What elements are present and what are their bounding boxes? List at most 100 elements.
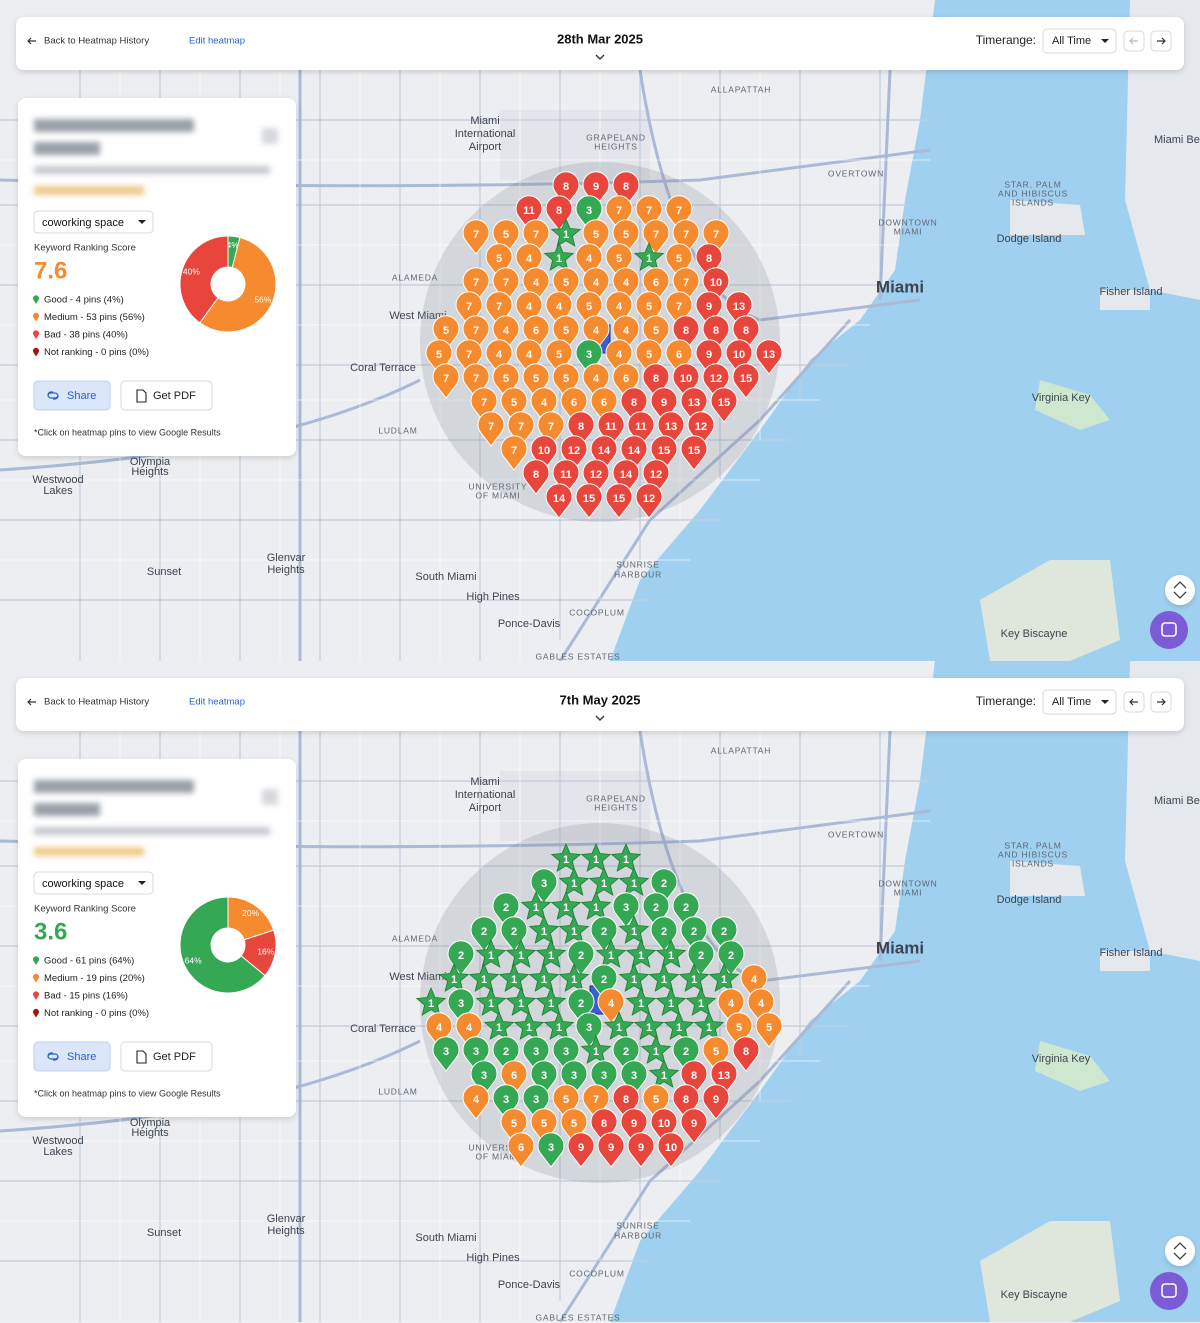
pin-star[interactable] (633, 1010, 665, 1040)
pin-star[interactable] (558, 914, 590, 944)
pin[interactable] (522, 459, 550, 495)
fullscreen-button[interactable] (1165, 575, 1195, 605)
pin-star[interactable] (520, 890, 552, 920)
pdf-button[interactable] (120, 1041, 213, 1072)
chat-button[interactable] (1150, 611, 1188, 649)
pin[interactable] (597, 1132, 625, 1168)
pin-star[interactable] (708, 962, 740, 992)
pin-rank: 1 (541, 974, 547, 986)
pin[interactable] (575, 483, 603, 519)
pin-rank: 8 (556, 205, 562, 217)
pin[interactable] (755, 1012, 783, 1048)
back-link[interactable]: Back to Heatmap History (44, 697, 149, 708)
fullscreen-button[interactable] (1165, 1236, 1195, 1266)
pin[interactable] (710, 387, 738, 423)
pin-star[interactable] (610, 842, 642, 872)
pin[interactable] (507, 1132, 535, 1168)
pin-star[interactable] (603, 1010, 635, 1040)
pin-star[interactable] (588, 866, 620, 896)
keyword-select[interactable] (33, 871, 154, 895)
map-label: West Miami (389, 971, 446, 983)
chat-button[interactable] (1150, 1272, 1188, 1310)
back-link[interactable]: Back to Heatmap History (44, 36, 149, 47)
pin-star[interactable] (505, 938, 537, 968)
date-chevron[interactable] (595, 715, 605, 721)
pin-star[interactable] (475, 938, 507, 968)
pin-star[interactable] (558, 866, 590, 896)
share-button[interactable] (33, 1041, 111, 1072)
pin[interactable] (432, 1036, 460, 1072)
timerange-select[interactable] (1042, 28, 1117, 54)
pin-star[interactable] (558, 962, 590, 992)
pin-star[interactable] (475, 986, 507, 1016)
pin-star[interactable] (648, 1058, 680, 1088)
pin-star[interactable] (535, 938, 567, 968)
pin[interactable] (755, 339, 783, 375)
pin[interactable] (732, 1036, 760, 1072)
pin[interactable] (432, 363, 460, 399)
pin[interactable] (530, 868, 558, 904)
pin-star[interactable] (498, 962, 530, 992)
pin-star[interactable] (528, 962, 560, 992)
pin[interactable] (605, 483, 633, 519)
pin-star[interactable] (513, 1010, 545, 1040)
pin[interactable] (537, 1132, 565, 1168)
pin-star[interactable] (625, 986, 657, 1016)
map-label: DOWNTOWN (878, 878, 937, 888)
pin-star[interactable] (678, 962, 710, 992)
pin-star[interactable] (663, 1010, 695, 1040)
edit-link[interactable]: Edit heatmap (189, 36, 245, 47)
pin[interactable] (627, 1132, 655, 1168)
pin[interactable] (462, 219, 490, 255)
pin-rank: 7 (683, 277, 689, 289)
pin[interactable] (545, 483, 573, 519)
pin-star[interactable] (543, 241, 575, 271)
pin-star[interactable] (415, 986, 447, 1016)
pin-star[interactable] (618, 962, 650, 992)
edit-link[interactable]: Edit heatmap (189, 697, 245, 708)
pin-star[interactable] (528, 914, 560, 944)
timerange-select[interactable] (1042, 689, 1117, 715)
pin-star[interactable] (550, 217, 582, 247)
pin-star[interactable] (640, 1034, 672, 1064)
pin-star[interactable] (685, 986, 717, 1016)
pin-star[interactable] (483, 1010, 515, 1040)
pin-star[interactable] (618, 866, 650, 896)
pin-star[interactable] (618, 914, 650, 944)
pin-star[interactable] (693, 1010, 725, 1040)
pin[interactable] (567, 1132, 595, 1168)
pin-star[interactable] (655, 938, 687, 968)
pin-star[interactable] (633, 241, 665, 271)
pin-star[interactable] (438, 962, 470, 992)
pin-star[interactable] (595, 938, 627, 968)
pin[interactable] (612, 892, 640, 928)
pin-star[interactable] (468, 962, 500, 992)
back-arrow[interactable] (27, 698, 36, 706)
pin[interactable] (477, 411, 505, 447)
share-button[interactable] (33, 380, 111, 411)
pin-star[interactable] (550, 842, 582, 872)
pin-star[interactable] (550, 890, 582, 920)
pin[interactable] (732, 363, 760, 399)
pin-star[interactable] (543, 1010, 575, 1040)
pin-star[interactable] (580, 890, 612, 920)
pin-star[interactable] (625, 938, 657, 968)
pin[interactable] (462, 1084, 490, 1120)
pin[interactable] (680, 1108, 708, 1144)
pin-star[interactable] (648, 962, 680, 992)
date-chevron[interactable] (595, 54, 605, 60)
pin-star[interactable] (580, 1034, 612, 1064)
pin[interactable] (597, 988, 625, 1024)
pin[interactable] (657, 1132, 685, 1168)
pin-star[interactable] (505, 986, 537, 1016)
back-arrow[interactable] (27, 37, 36, 45)
pdf-button[interactable] (120, 380, 213, 411)
pin-star[interactable] (580, 842, 612, 872)
pin[interactable] (702, 1084, 730, 1120)
pin-star[interactable] (655, 986, 687, 1016)
pin[interactable] (500, 435, 528, 471)
pin[interactable] (680, 435, 708, 471)
pin-star[interactable] (535, 986, 567, 1016)
keyword-select[interactable] (33, 210, 154, 234)
pin[interactable] (635, 483, 663, 519)
